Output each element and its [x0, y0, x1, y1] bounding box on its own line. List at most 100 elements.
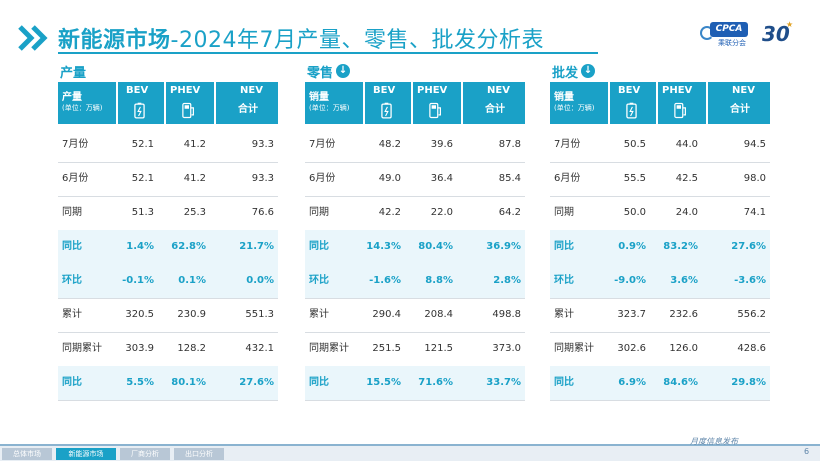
table-row: 环比 -0.1% 0.1% 0.0%: [58, 264, 278, 298]
header-cell-nev: NEV 合计: [485, 85, 510, 115]
header-cell-metric: 产量 (单位：万辆): [58, 82, 118, 124]
phev-value: 25.3: [183, 207, 206, 218]
table-row: 同期 51.3 25.3 76.6: [58, 196, 278, 230]
bev-value: 52.1: [131, 139, 154, 150]
row-divider: [305, 332, 525, 333]
phev-value: 24.0: [675, 207, 698, 218]
table-row: 6月份 55.5 42.5 98.0: [550, 162, 770, 196]
panel-title: 批发 ↓: [552, 62, 596, 81]
table-row: 同期累计 251.5 121.5 373.0: [305, 332, 525, 366]
nev-value: 36.9%: [486, 241, 521, 252]
arrow-down-icon: ↓: [336, 64, 351, 78]
row-divider: [550, 196, 770, 197]
header-cell-bev: BEV: [120, 82, 164, 124]
header-cell-bev: BEV: [367, 82, 411, 124]
row-label: 同期累计: [62, 343, 102, 354]
nev-value: -3.6%: [734, 275, 766, 286]
row-label: 同期: [309, 207, 329, 218]
cpca-logo: CPCA 乘联分会: [700, 22, 756, 48]
bev-value: 49.0: [378, 173, 401, 184]
nev-value: 64.2: [498, 207, 521, 218]
fuel-pump-icon: [182, 102, 196, 123]
bev-value: 42.2: [378, 207, 401, 218]
battery-icon: [626, 102, 637, 123]
nev-value: 93.3: [251, 173, 274, 184]
table-row: 6月份 52.1 41.2 93.3: [58, 162, 278, 196]
nev-value: 94.5: [743, 139, 766, 150]
nev-value: 76.6: [251, 207, 274, 218]
footer-tab-nev[interactable]: 新能源市场: [56, 448, 116, 460]
nev-value: 0.0%: [246, 275, 274, 286]
row-divider: [58, 332, 278, 333]
bev-value: 52.1: [131, 173, 154, 184]
row-divider: [305, 162, 525, 163]
row-label: 同比: [309, 241, 329, 252]
table-row: 6月份 49.0 36.4 85.4: [305, 162, 525, 196]
row-label: 环比: [554, 275, 574, 286]
footer-tab-export[interactable]: 出口分析: [174, 448, 224, 460]
row-label: 环比: [62, 275, 82, 286]
phev-value: 230.9: [177, 309, 206, 320]
row-label: 同期累计: [309, 343, 349, 354]
footer-tab-makers[interactable]: 厂商分析: [120, 448, 170, 460]
row-label: 环比: [309, 275, 329, 286]
table-row: 7月份 52.1 41.2 93.3: [58, 128, 278, 162]
bev-value: 50.0: [623, 207, 646, 218]
header-cell-metric: 销量 (单位：万辆): [550, 82, 610, 124]
bev-value: 6.9%: [618, 377, 646, 388]
bev-value: 50.5: [623, 139, 646, 150]
nev-value: 33.7%: [486, 377, 521, 388]
row-divider: [550, 298, 770, 299]
nev-value: 551.3: [245, 309, 274, 320]
bev-value: 0.9%: [618, 241, 646, 252]
bev-value: 290.4: [372, 309, 401, 320]
bev-value: 251.5: [372, 343, 401, 354]
table-header: 产量 (单位：万辆) BEV PHEV NEV 合计: [58, 82, 278, 124]
row-divider: [58, 400, 278, 401]
phev-value: 83.2%: [663, 241, 698, 252]
nev-value: 27.6%: [731, 241, 766, 252]
phev-value: 80.1%: [171, 377, 206, 388]
header-cell-phev: PHEV: [658, 82, 706, 124]
title-underline: [58, 52, 598, 54]
row-label: 同期累计: [554, 343, 594, 354]
bev-value: 55.5: [623, 173, 646, 184]
row-label: 同比: [309, 377, 329, 388]
nev-value: 21.7%: [239, 241, 274, 252]
table-row: 环比 -9.0% 3.6% -3.6%: [550, 264, 770, 298]
phev-value: 8.8%: [425, 275, 453, 286]
footer-tab-overall[interactable]: 总体市场: [2, 448, 52, 460]
row-label: 同比: [62, 377, 82, 388]
row-divider: [550, 400, 770, 401]
table-row: 同期 42.2 22.0 64.2: [305, 196, 525, 230]
phev-value: 39.6: [430, 139, 453, 150]
row-label: 同比: [554, 377, 574, 388]
row-label: 累计: [309, 309, 329, 320]
row-label: 6月份: [309, 173, 336, 184]
header-cell-nev: NEV 合计: [238, 85, 263, 115]
bev-value: -0.1%: [122, 275, 154, 286]
nev-value: 428.6: [737, 343, 766, 354]
header-cell-metric: 销量 (单位：万辆): [305, 82, 365, 124]
table-row: 7月份 48.2 39.6 87.8: [305, 128, 525, 162]
phev-value: 62.8%: [171, 241, 206, 252]
row-label: 7月份: [62, 139, 89, 150]
phev-value: 44.0: [675, 139, 698, 150]
row-label: 同比: [554, 241, 574, 252]
swoosh-icon: [700, 26, 714, 40]
bev-value: 302.6: [617, 343, 646, 354]
row-label: 累计: [554, 309, 574, 320]
row-label: 同期: [554, 207, 574, 218]
phev-value: 22.0: [430, 207, 453, 218]
phev-value: 208.4: [424, 309, 453, 320]
table-row: 环比 -1.6% 8.8% 2.8%: [305, 264, 525, 298]
panel-title: 产量: [60, 65, 87, 81]
phev-value: 42.5: [675, 173, 698, 184]
nev-value: 498.8: [492, 309, 521, 320]
row-divider: [305, 298, 525, 299]
row-label: 6月份: [554, 173, 581, 184]
anniversary-logo: 30 ★: [762, 20, 794, 46]
phev-value: 3.6%: [670, 275, 698, 286]
arrow-down-icon: ↓: [581, 64, 596, 78]
table-row: 同期累计 302.6 126.0 428.6: [550, 332, 770, 366]
